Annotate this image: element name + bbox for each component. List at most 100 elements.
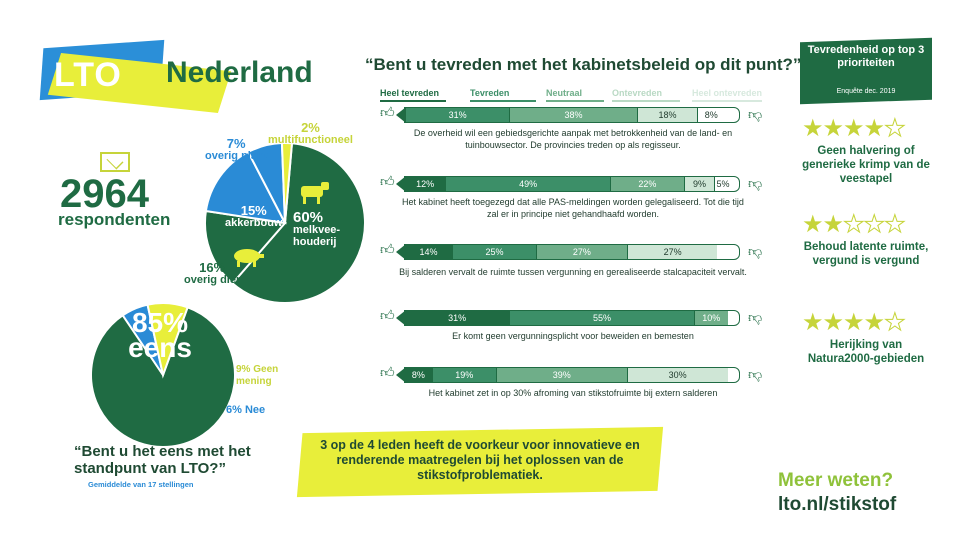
bar-arrow <box>396 367 406 383</box>
star-filled-icon: ★ <box>843 309 864 336</box>
thumbs-up-icon: 👍︎ <box>380 173 395 189</box>
pie1-melk-lbl2: houderij <box>293 236 337 248</box>
star-rating: ★★★★★ <box>802 114 906 143</box>
agree-note: Gemiddelde van 17 stellingen <box>88 480 194 489</box>
cow-icon <box>301 182 329 204</box>
bar-statement: De overheid wil een gebiedsgerichte aanp… <box>413 128 733 150</box>
bar-segment: 10% <box>693 311 728 325</box>
bar-segment: 38% <box>509 108 637 122</box>
thumbs-down-icon: 👎︎ <box>748 366 763 382</box>
pie1-dier-lbl: overig dier <box>184 274 241 286</box>
bar-segment: 31% <box>405 311 510 325</box>
pie1-multi-pct: 2% <box>301 120 320 135</box>
bar-segment: 30% <box>626 368 728 382</box>
bar-segment: 27% <box>536 245 627 259</box>
bar-segment: 12% <box>405 177 446 191</box>
pie1-plant-pct: 7% <box>226 136 246 151</box>
pie1-akker-lbl: akkerbouw <box>225 217 283 229</box>
pig-icon <box>234 249 264 267</box>
bar-arrow <box>396 310 406 326</box>
callout-box: 3 op de 4 leden heeft de voorkeur voor i… <box>296 426 664 498</box>
thumbs-down-icon: 👎︎ <box>748 309 763 325</box>
star-filled-icon: ★ <box>802 211 823 238</box>
bar-statement: Bij salderen vervalt de ruimte tussen ve… <box>399 267 747 277</box>
scale-label-neutraal: Neutraal <box>546 88 583 98</box>
thumbs-down-icon: 👎︎ <box>748 243 763 259</box>
lto-logo: LTO Nederland <box>39 39 342 120</box>
pie2-label-geen-mening: 9% Geen mening <box>236 364 278 388</box>
stacked-bar: 12% 49% 22% 9% 5% <box>404 176 740 192</box>
star-rating: ★★★★★ <box>802 210 906 239</box>
star-empty-icon: ★ <box>884 211 906 239</box>
star-filled-icon: ★ <box>822 211 844 238</box>
scale-label-heel-ontevreden: Heel ontevreden <box>692 88 763 98</box>
pie-slice-overig-dier <box>204 209 287 285</box>
star-rating: ★★★★★ <box>802 308 906 337</box>
star-filled-icon: ★ <box>822 115 844 142</box>
bar-segment: 5% <box>714 177 731 191</box>
pie-slice-akkerbouw <box>204 150 287 225</box>
star-filled-icon: ★ <box>802 309 823 336</box>
envelope-icon <box>100 152 130 172</box>
more-info-label: Meer weten? <box>778 470 894 491</box>
bar-segment: 14% <box>405 245 453 259</box>
bar-segment: 27% <box>626 245 718 259</box>
survey-question-title: “Bent u tevreden met het kabinetsbeleid … <box>365 55 802 74</box>
scale-line <box>546 100 604 102</box>
pie1-label-melkveehouderij: 60% melkvee- houderij <box>293 209 341 248</box>
bar-segment: 55% <box>509 311 694 325</box>
agree-question: “Bent u het eens met het standpunt van L… <box>74 443 251 477</box>
star-filled-icon: ★ <box>822 309 844 336</box>
scale-label-tevreden: Tevreden <box>470 88 510 98</box>
thumbs-up-icon: 👍︎ <box>380 104 395 120</box>
priorities-title: Tevredenheid op top 3 prioriteiten <box>807 44 925 69</box>
bar-segment: 19% <box>431 368 496 382</box>
pie2-big-lbl: eens <box>128 332 192 363</box>
pie-slice-multifunctioneel <box>280 142 294 224</box>
bar-segment: 8% <box>405 368 432 382</box>
bar-arrow <box>396 107 406 123</box>
bar-segment: 31% <box>405 108 510 122</box>
bar-segment: 18% <box>636 108 698 122</box>
bar-statement: Het kabinet zet in op 30% afroming van s… <box>428 388 718 398</box>
logo-lto-text: LTO <box>54 56 122 94</box>
scale-label-heel-tevreden: Heel tevreden <box>380 88 440 98</box>
scale-line <box>612 100 680 102</box>
bar-segment: 25% <box>452 245 537 259</box>
scale-line <box>692 100 762 102</box>
stacked-bar: 31% 38% 18% 8% <box>404 107 740 123</box>
pie-slice-geen-mening <box>146 302 189 379</box>
scale-line <box>470 100 536 102</box>
pie2-big-pct: 85% <box>131 307 189 338</box>
priority-label: Herijking van Natura2000-gebieden <box>807 339 925 365</box>
stacked-bar: 8% 19% 39% 30% <box>404 367 740 383</box>
bar-statement: Het kabinet heeft toegezegd dat alle PAS… <box>402 197 744 219</box>
sector-pie-chart <box>204 142 366 304</box>
thumbs-down-icon: 👎︎ <box>748 175 763 191</box>
pie1-melk-lbl1: melkvee- <box>293 224 341 236</box>
pie-slice-melkvee-houderij <box>231 142 366 304</box>
star-empty-icon: ★ <box>884 115 906 143</box>
bar-arrow <box>396 244 406 260</box>
pie2-center-label: 85% eens <box>104 307 216 363</box>
star-empty-icon: ★ <box>884 309 906 337</box>
bar-arrow <box>396 176 406 192</box>
website-link[interactable]: lto.nl/stikstof <box>778 494 897 515</box>
pie1-plant-lbl: overig plant <box>205 150 268 162</box>
priority-label: Behoud latente ruimte, vergund is vergun… <box>803 241 929 267</box>
respondents-label: respondenten <box>58 210 171 229</box>
bar-segment: 49% <box>445 177 610 191</box>
pie2-geen-lbl1: Geen <box>253 364 279 375</box>
scale-label-ontevreden: Ontevreden <box>612 88 663 98</box>
pie1-akker-pct: 15% <box>240 203 267 218</box>
thumbs-up-icon: 👍︎ <box>380 241 395 257</box>
stacked-bar: 31% 55% 10% <box>404 310 740 326</box>
pie1-melk-pct: 60% <box>293 209 324 226</box>
agree-pie-chart <box>90 302 236 448</box>
callout-text: 3 op de 4 leden heeft de voorkeur voor i… <box>320 438 640 482</box>
bar-segment: 9% <box>683 177 715 191</box>
pie1-label-akkerbouw: 15% akkerbouw <box>225 203 283 229</box>
star-filled-icon: ★ <box>863 309 885 336</box>
pie2-geen-pct: 9% <box>236 364 251 375</box>
thumbs-up-icon: 👍︎ <box>380 307 395 323</box>
